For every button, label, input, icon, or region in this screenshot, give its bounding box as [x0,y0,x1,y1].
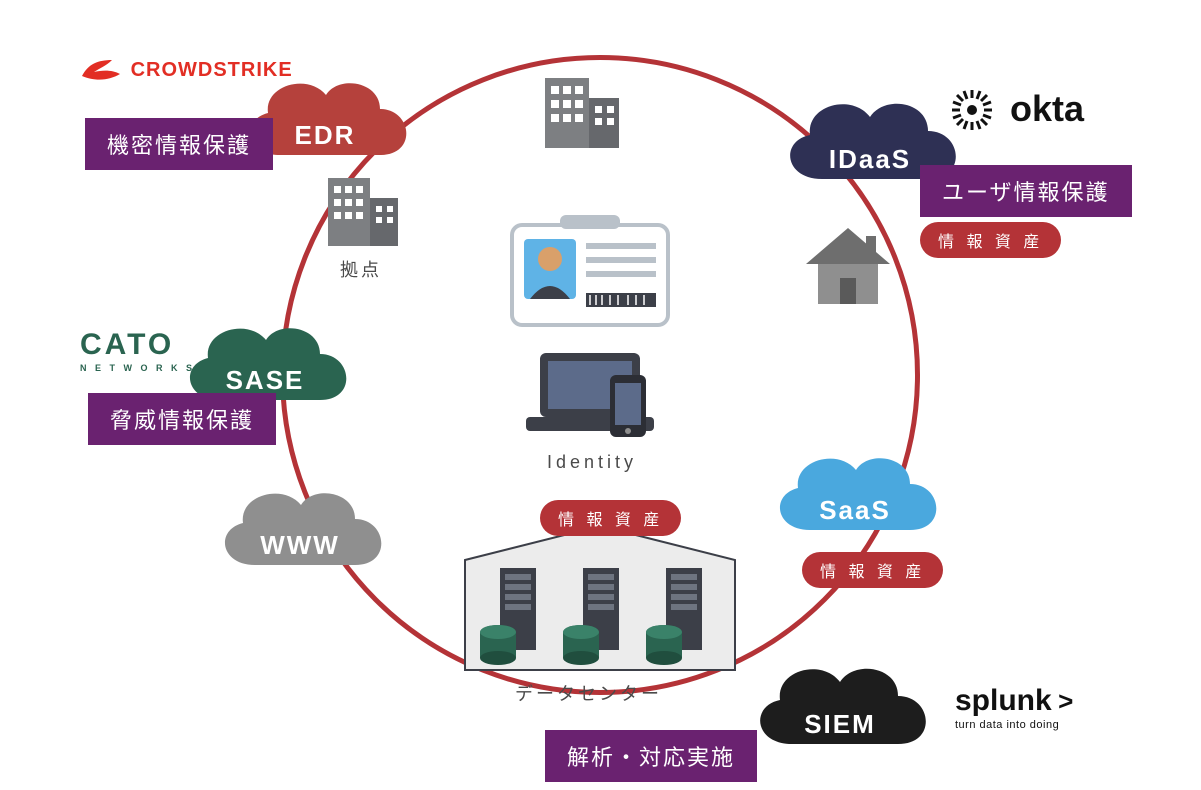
pill-sase: 脅威情報保護 [88,393,276,445]
laptop-icon [520,345,670,445]
pill-idaas: ユーザ情報保護 [920,165,1132,217]
caption-identity: Identity [547,452,637,473]
cloud-sase-label: SASE [170,365,360,396]
vendor-cato: CATO N E T W O R K S [80,330,195,373]
vendor-crowdstrike: CROWDSTRIKE [78,50,293,84]
vendor-crowdstrike-text: CROWDSTRIKE [131,59,293,81]
vendor-cato-sub: N E T W O R K S [80,364,195,373]
house-icon [800,222,896,308]
datacenter-icon [455,520,745,675]
caption-datacenter: データセンター [515,680,662,706]
vendor-cato-main: CATO [80,330,195,360]
id-card-icon [510,215,670,327]
diagram-stage: EDR IDaaS SASE WWW SaaS SIEM 機密情報保護 ユーザ情… [0,0,1201,790]
cloud-saas: SaaS [760,430,950,548]
pill-siem: 解析・対応実施 [545,730,757,782]
vendor-splunk-tag: turn data into doing [955,720,1073,731]
caption-kyoten: 拠点 [340,256,382,282]
cloud-www: WWW [205,465,395,583]
pill-info-right: 情 報 資 産 [920,222,1061,258]
cloud-www-label: WWW [205,530,395,561]
cloud-saas-label: SaaS [760,495,950,526]
okta-sun-icon [950,88,994,132]
vendor-splunk-text: splunk [955,684,1052,717]
vendor-okta-text: okta [1010,88,1084,130]
pill-edr: 機密情報保護 [85,118,273,170]
cloud-siem: SIEM [740,640,940,762]
splunk-chevron-icon: > [1058,686,1073,716]
pill-info-top: 情 報 資 産 [540,500,681,536]
pill-info-saas: 情 報 資 産 [802,552,943,588]
building-icon-top [535,70,625,148]
building-icon-kyoten [320,172,404,246]
vendor-splunk: splunk > turn data into doing [955,686,1073,731]
cloud-siem-label: SIEM [740,709,940,740]
